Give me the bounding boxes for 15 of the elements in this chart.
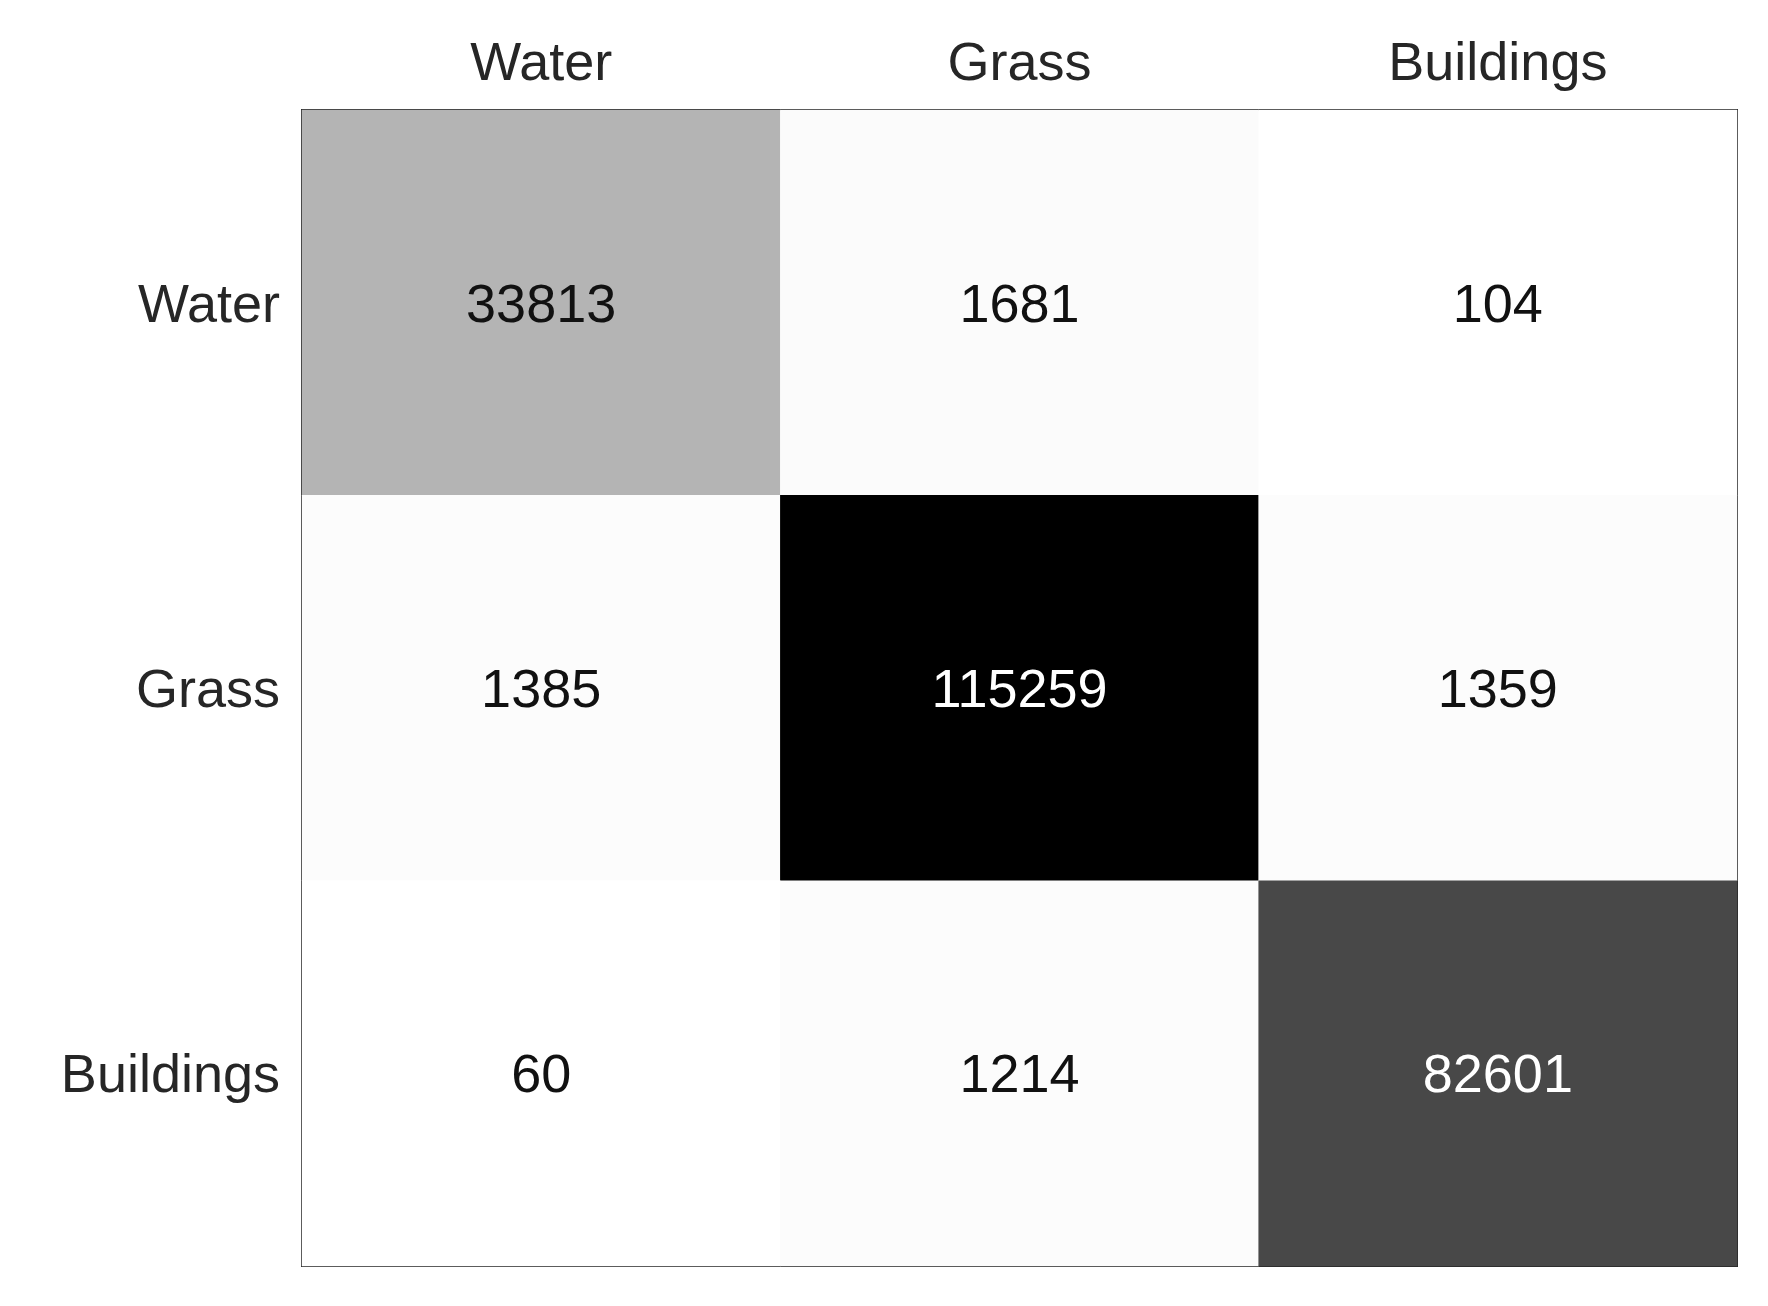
data-label: 1214 <box>959 1043 1080 1104</box>
x-tick-label: Grass <box>947 31 1092 91</box>
data-label: 1681 <box>959 272 1080 333</box>
data-label: 104 <box>1452 272 1543 333</box>
x-tick-label: Water <box>470 31 613 91</box>
y-tick-label: Grass <box>135 658 280 718</box>
data-label: 82601 <box>1422 1043 1573 1104</box>
data-label: 115259 <box>931 658 1108 718</box>
data-label: 33813 <box>466 272 617 333</box>
data-label: 1359 <box>1437 658 1558 718</box>
data-label: 1385 <box>481 658 602 718</box>
data-label: 60 <box>511 1043 572 1104</box>
x-tick-label: Buildings <box>1388 31 1608 91</box>
y-tick-label: Buildings <box>60 1043 280 1104</box>
y-tick-label: Water <box>137 272 281 333</box>
